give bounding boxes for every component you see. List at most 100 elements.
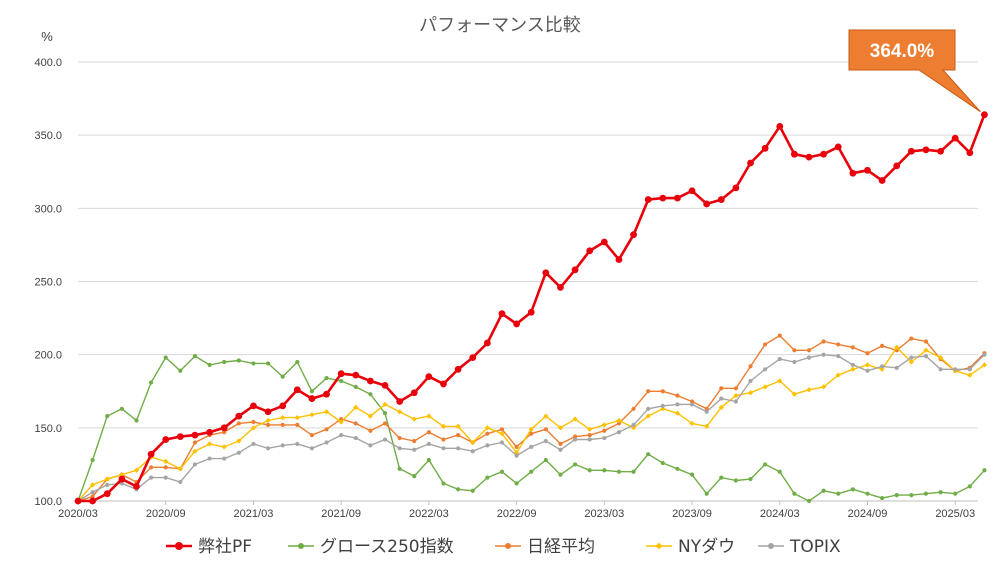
data-point: [309, 433, 315, 438]
data-point: [308, 395, 316, 402]
data-point: [806, 498, 812, 504]
data-point: [456, 446, 461, 451]
data-point: [264, 408, 272, 416]
data-point: [572, 462, 578, 467]
data-point: [440, 380, 447, 388]
data-point: [222, 456, 227, 461]
data-point: [499, 427, 505, 432]
data-point: [646, 406, 651, 411]
data-point: [893, 162, 901, 170]
data-point: [777, 356, 782, 362]
data-point: [717, 196, 725, 203]
data-point: [557, 425, 564, 431]
y-axis-unit: %: [41, 29, 53, 44]
data-point: [440, 423, 447, 429]
data-point: [792, 348, 797, 353]
data-point: [90, 482, 96, 488]
data-point: [880, 364, 885, 369]
legend-swatch-marker: [505, 543, 511, 549]
data-point: [572, 437, 578, 442]
data-point: [880, 343, 885, 348]
legend-swatch-marker: [655, 542, 663, 550]
data-point: [587, 426, 593, 432]
data-point: [880, 495, 885, 501]
final-value-callout: 364.0%: [848, 29, 981, 113]
data-point: [484, 425, 490, 431]
data-point: [836, 354, 841, 359]
data-point: [937, 354, 944, 361]
data-point: [426, 457, 431, 463]
data-point: [265, 422, 271, 428]
x-tick-label: 2024/03: [760, 508, 800, 520]
data-point: [192, 448, 198, 454]
data-point: [382, 421, 388, 426]
data-point: [732, 184, 740, 192]
data-point: [923, 339, 929, 344]
data-point: [542, 269, 550, 277]
data-point: [397, 435, 402, 441]
data-point: [909, 336, 914, 341]
data-point: [441, 446, 446, 451]
data-point: [719, 396, 724, 401]
data-point: [689, 472, 695, 477]
data-point: [836, 491, 841, 496]
legend-item: TOPIX: [758, 537, 841, 557]
data-point: [119, 472, 125, 478]
data-point: [293, 386, 301, 394]
data-point: [353, 384, 358, 389]
data-point: [878, 177, 886, 184]
data-point: [134, 418, 139, 423]
data-point: [441, 481, 446, 486]
data-point: [558, 441, 563, 447]
data-point: [674, 194, 681, 202]
y-tick-label: 200.0: [34, 350, 62, 362]
data-point: [222, 359, 227, 365]
data-point: [498, 310, 506, 318]
data-point: [922, 146, 930, 154]
data-point: [630, 425, 637, 431]
series-lines: [74, 111, 988, 505]
data-point: [337, 370, 345, 378]
data-point: [514, 444, 519, 449]
data-point: [279, 402, 287, 410]
data-point: [382, 411, 388, 416]
y-tick-label: 250.0: [34, 277, 62, 289]
data-point: [602, 428, 607, 433]
data-point: [455, 423, 461, 429]
data-point: [864, 166, 871, 174]
y-tick-label: 150.0: [34, 423, 62, 435]
data-point: [103, 490, 111, 498]
data-point: [849, 169, 857, 177]
data-point: [396, 398, 404, 405]
data-point: [470, 439, 476, 446]
data-point: [763, 462, 768, 467]
data-point: [485, 475, 490, 480]
data-point: [806, 348, 812, 353]
data-point: [805, 153, 813, 161]
data-point: [178, 479, 183, 485]
data-point: [747, 159, 754, 167]
data-point: [748, 364, 753, 369]
series-line: [77, 334, 985, 502]
data-point: [118, 475, 126, 483]
data-point: [689, 399, 695, 404]
data-point: [280, 443, 285, 448]
data-point: [280, 374, 285, 379]
data-point: [747, 390, 754, 396]
data-point: [763, 342, 768, 347]
data-point: [163, 355, 168, 360]
data-point: [660, 403, 665, 408]
y-tick-label: 400.0: [34, 57, 62, 69]
data-point: [587, 437, 592, 442]
data-point: [821, 339, 826, 344]
data-point: [426, 441, 431, 447]
data-point: [206, 428, 213, 436]
data-point: [659, 194, 667, 202]
data-point: [280, 414, 286, 421]
data-point: [529, 444, 534, 449]
data-point: [456, 487, 461, 492]
data-point: [675, 402, 680, 407]
data-point: [192, 354, 198, 359]
legend-item: グロース250指数: [288, 537, 454, 557]
